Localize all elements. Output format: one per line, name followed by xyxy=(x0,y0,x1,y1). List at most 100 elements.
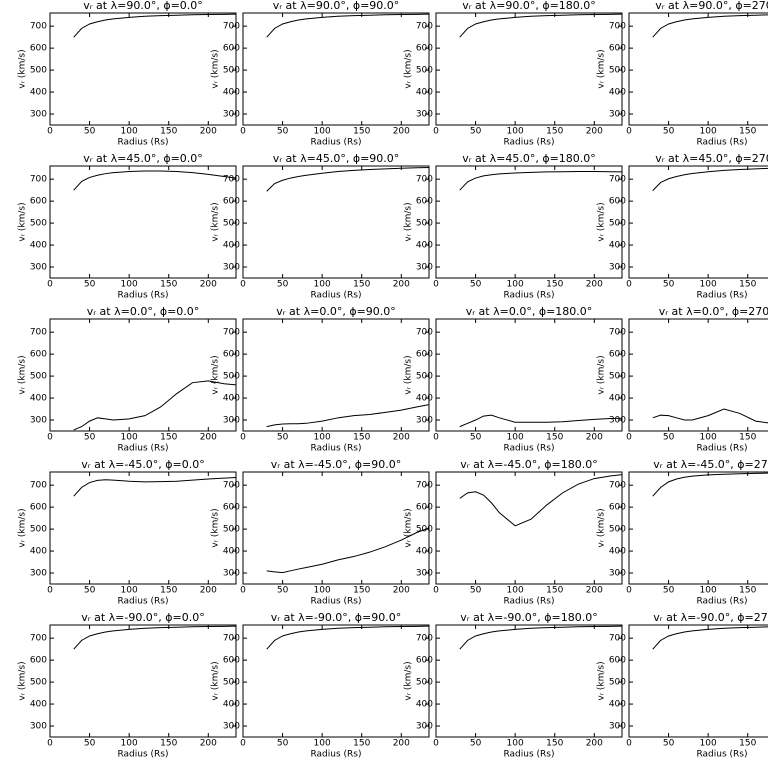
panel-title: vᵣ at λ=45.0°, ϕ=270.0° xyxy=(655,152,768,165)
x-tick-label: 150 xyxy=(353,586,370,596)
panel: vᵣ at λ=-45.0°, ϕ=90.0° 0 50 100 150 200 300 40… xyxy=(211,458,430,607)
y-tick-label: 500 xyxy=(609,219,626,229)
plot-frame xyxy=(628,12,768,126)
plot-frame xyxy=(49,471,237,585)
y-tick-label: 300 xyxy=(609,569,626,579)
panel-title: vᵣ at λ=45.0°, ϕ=90.0° xyxy=(273,152,400,165)
panel: vᵣ at λ=-90.0°, ϕ=270.0°0501001502003004… xyxy=(597,611,768,760)
y-tick-label: 400 xyxy=(223,547,240,557)
x-tick-label: 150 xyxy=(160,586,177,596)
x-tick-label: 0 xyxy=(240,433,246,443)
x-tick-label: 100 xyxy=(314,586,331,596)
plot-frame xyxy=(49,318,237,432)
panel-title: vᵣ at λ=-90.0°, ϕ=270.0° xyxy=(653,611,768,624)
y-axis-label: vᵣ (km/s) xyxy=(404,355,414,394)
y-tick-label: 700 xyxy=(223,481,240,491)
x-tick-label: 200 xyxy=(586,433,603,443)
y-tick-label: 600 xyxy=(223,350,240,360)
y-tick-label: 500 xyxy=(30,219,47,229)
x-tick-label: 0 xyxy=(240,280,246,290)
panel-title: vᵣ at λ=90.0°, ϕ=270.0° xyxy=(655,0,768,12)
panel-title: vᵣ at λ=0.0°, ϕ=270.0° xyxy=(659,305,768,318)
panel: vᵣ at λ=-90.0°, ϕ=180.0° 0 50 100 150 200 300 4… xyxy=(404,611,623,760)
y-tick-label: 600 xyxy=(609,350,626,360)
x-tick-label: 150 xyxy=(739,433,756,443)
plot-frame xyxy=(628,624,768,738)
y-tick-label: 500 xyxy=(609,372,626,382)
data-line xyxy=(73,476,237,497)
x-axis-label: Radius (Rs) xyxy=(310,138,361,148)
data-line xyxy=(459,625,623,650)
x-tick-label: 50 xyxy=(663,586,675,596)
y-axis-label: vᵣ (km/s) xyxy=(18,661,28,700)
y-tick-label: 700 xyxy=(416,481,433,491)
plot-frame xyxy=(242,12,430,126)
data-line xyxy=(652,472,768,497)
y-tick-label: 400 xyxy=(416,700,433,710)
panel: vᵣ at λ=-45.0°, ϕ=180.0° 0 50 100 150 200 300 4… xyxy=(404,458,623,607)
y-tick-label: 400 xyxy=(609,547,626,557)
data-line xyxy=(266,404,430,428)
x-tick-label: 200 xyxy=(393,127,410,137)
x-tick-label: 50 xyxy=(663,280,675,290)
panel-title: vᵣ at λ=-90.0°, ϕ=180.0° xyxy=(460,611,598,624)
x-axis-label: Radius (Rs) xyxy=(117,750,168,760)
plot-frame xyxy=(242,165,430,279)
x-tick-label: 200 xyxy=(200,586,217,596)
y-tick-label: 400 xyxy=(30,241,47,251)
x-tick-label: 0 xyxy=(626,280,632,290)
plot-frame xyxy=(435,471,623,585)
x-tick-label: 150 xyxy=(546,586,563,596)
x-tick-label: 0 xyxy=(47,739,53,749)
x-tick-label: 200 xyxy=(586,127,603,137)
panel: vᵣ at λ=45.0°, ϕ=0.0° 0 50 100 150 200 300 400 5… xyxy=(18,152,237,301)
x-tick-label: 100 xyxy=(314,127,331,137)
y-tick-label: 400 xyxy=(30,547,47,557)
x-tick-label: 50 xyxy=(277,739,289,749)
data-line xyxy=(652,167,768,191)
x-tick-label: 150 xyxy=(353,280,370,290)
y-tick-label: 300 xyxy=(30,722,47,732)
y-tick-label: 600 xyxy=(223,503,240,513)
x-tick-label: 0 xyxy=(47,127,53,137)
x-tick-label: 100 xyxy=(121,280,138,290)
x-tick-label: 200 xyxy=(393,280,410,290)
plot-frame xyxy=(628,165,768,279)
data-line xyxy=(266,527,430,574)
x-tick-label: 50 xyxy=(470,127,482,137)
y-axis-label: vᵣ (km/s) xyxy=(597,508,607,547)
y-tick-label: 300 xyxy=(416,110,433,120)
x-tick-label: 150 xyxy=(353,433,370,443)
panel: vᵣ at λ=0.0°, ϕ=270.0°050100150200300400… xyxy=(597,305,768,454)
x-axis-label: Radius (Rs) xyxy=(696,750,747,760)
y-tick-label: 700 xyxy=(30,481,47,491)
y-tick-label: 700 xyxy=(609,328,626,338)
x-tick-label: 0 xyxy=(433,586,439,596)
y-tick-label: 500 xyxy=(223,372,240,382)
data-line xyxy=(652,14,768,38)
y-tick-label: 400 xyxy=(223,88,240,98)
x-axis-label: Radius (Rs) xyxy=(503,597,554,607)
panel-title: vᵣ at λ=-90.0°, ϕ=0.0° xyxy=(81,611,205,624)
y-tick-label: 700 xyxy=(223,22,240,32)
y-axis-label: vᵣ (km/s) xyxy=(597,355,607,394)
x-tick-label: 200 xyxy=(586,586,603,596)
x-tick-label: 150 xyxy=(739,739,756,749)
x-tick-label: 50 xyxy=(663,739,675,749)
x-axis-label: Radius (Rs) xyxy=(696,597,747,607)
x-tick-label: 200 xyxy=(200,739,217,749)
x-tick-label: 200 xyxy=(586,739,603,749)
y-tick-label: 700 xyxy=(416,634,433,644)
y-axis-label: vᵣ (km/s) xyxy=(404,508,414,547)
y-tick-label: 500 xyxy=(30,66,47,76)
panel-title: vᵣ at λ=90.0°, ϕ=0.0° xyxy=(83,0,203,12)
y-tick-label: 600 xyxy=(416,44,433,54)
x-tick-label: 50 xyxy=(663,127,675,137)
x-axis-label: Radius (Rs) xyxy=(117,138,168,148)
y-tick-label: 700 xyxy=(30,328,47,338)
y-axis-label: vᵣ (km/s) xyxy=(404,49,414,88)
y-tick-label: 600 xyxy=(30,503,47,513)
y-axis-label: vᵣ (km/s) xyxy=(18,355,28,394)
y-tick-label: 500 xyxy=(223,66,240,76)
